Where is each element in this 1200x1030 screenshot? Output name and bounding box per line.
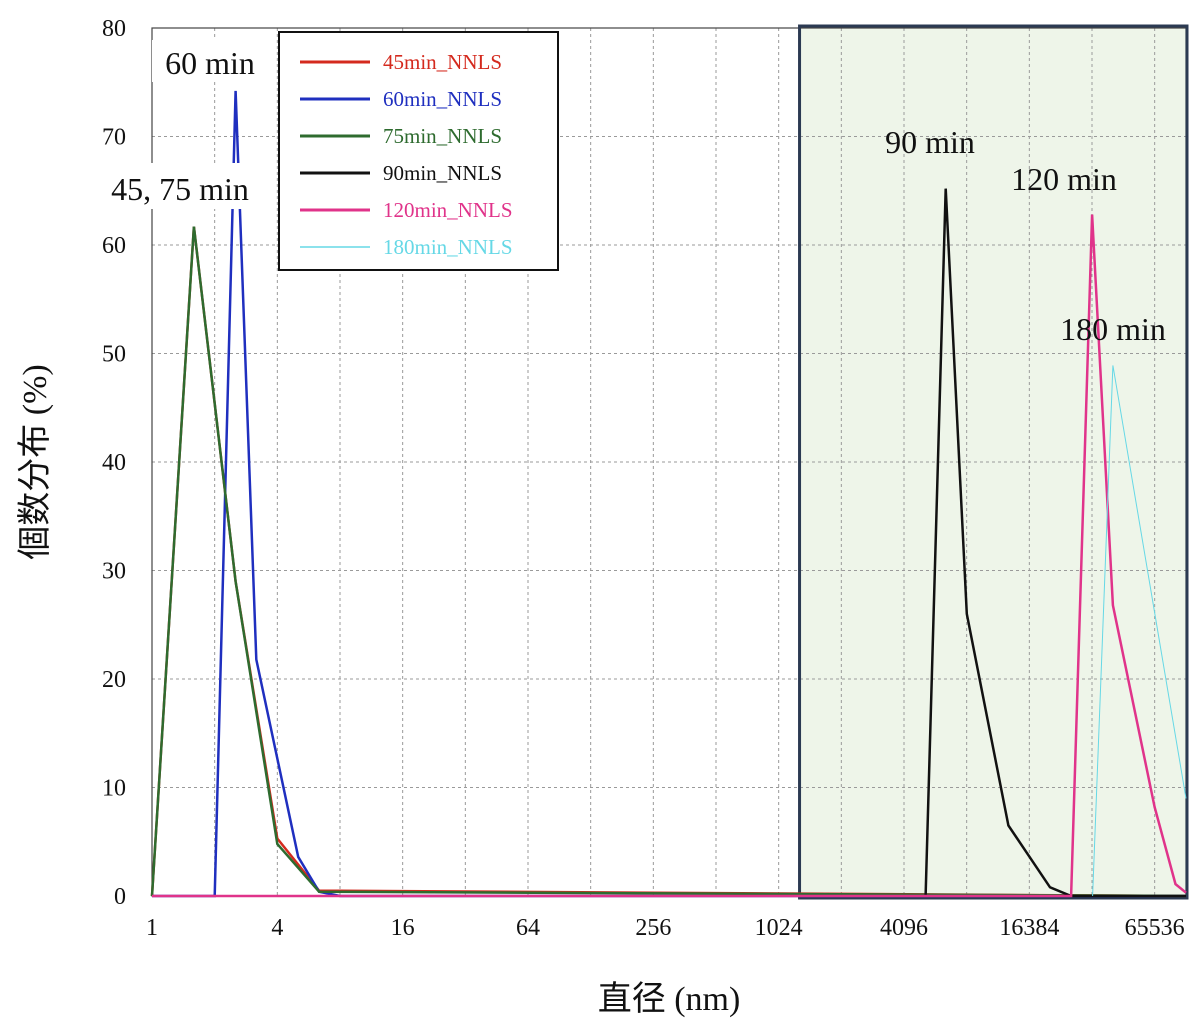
x-tick-label: 64 bbox=[516, 915, 540, 941]
y-tick-label: 70 bbox=[102, 125, 126, 151]
y-tick-label: 50 bbox=[102, 342, 126, 368]
legend: 45min_NNLS 60min_NNLS 75min_NNLS 90min_NNLS… bbox=[278, 31, 559, 271]
series-line-180min_NNLS bbox=[1092, 365, 1187, 897]
x-tick-label: 16 bbox=[391, 915, 415, 941]
y-tick-label: 10 bbox=[102, 776, 126, 802]
x-tick-label: 16384 bbox=[999, 915, 1059, 941]
series-line-75min_NNLS bbox=[150, 226, 1187, 898]
annotation-bg-45-75min bbox=[95, 163, 275, 209]
grid-layer bbox=[152, 28, 1186, 896]
legend-label-180min_NNLS: 180min_NNLS bbox=[383, 235, 513, 259]
highlight-region-border-layer bbox=[798, 24, 1189, 900]
y-tick-label: 30 bbox=[102, 559, 126, 585]
x-tick-label: 65536 bbox=[1125, 915, 1185, 941]
highlight-region-border bbox=[798, 24, 1189, 900]
annotation-120min: 120 min bbox=[1011, 161, 1117, 197]
series-line-120min_NNLS bbox=[152, 214, 1187, 898]
x-tick-label: 1 bbox=[146, 915, 158, 941]
legend-label-45min_NNLS: 45min_NNLS bbox=[383, 50, 502, 74]
annotation-bg-60min bbox=[152, 40, 272, 82]
x-axis-title: 直径 (nm) bbox=[598, 980, 741, 1018]
annotation-180min: 180 min bbox=[1060, 311, 1166, 347]
x-tick-label: 1024 bbox=[755, 915, 803, 941]
y-tick-label: 0 bbox=[114, 884, 126, 910]
legend-label-90min_NNLS: 90min_NNLS bbox=[383, 161, 502, 185]
x-tick-label: 256 bbox=[635, 915, 671, 941]
x-tick-labels: 1 4 16 64 256 1024 4096 16384 65536 bbox=[146, 915, 1185, 941]
annotation-layer: 60 min 45, 75 min 90 min 120 min 180 min bbox=[95, 40, 1166, 347]
annotation-45-75min: 45, 75 min bbox=[111, 171, 249, 207]
annotation-90min: 90 min bbox=[885, 124, 975, 160]
legend-label-120min_NNLS: 120min_NNLS bbox=[383, 198, 513, 222]
y-tick-label: 20 bbox=[102, 667, 126, 693]
x-tick-label: 4 bbox=[271, 915, 283, 941]
legend-box bbox=[278, 31, 559, 271]
legend-label-60min_NNLS: 60min_NNLS bbox=[383, 87, 502, 111]
series-layer bbox=[150, 90, 1187, 898]
y-tick-labels: 0 10 20 30 40 50 60 70 80 bbox=[102, 16, 126, 910]
y-tick-label: 80 bbox=[102, 16, 126, 42]
x-tick-label: 4096 bbox=[880, 915, 928, 941]
y-tick-label: 40 bbox=[102, 450, 126, 476]
legend-label-75min_NNLS: 75min_NNLS bbox=[383, 124, 502, 148]
y-tick-label: 60 bbox=[102, 233, 126, 259]
annotation-60min: 60 min bbox=[165, 45, 255, 81]
y-axis-title: 個数分布 (%) bbox=[16, 364, 54, 559]
